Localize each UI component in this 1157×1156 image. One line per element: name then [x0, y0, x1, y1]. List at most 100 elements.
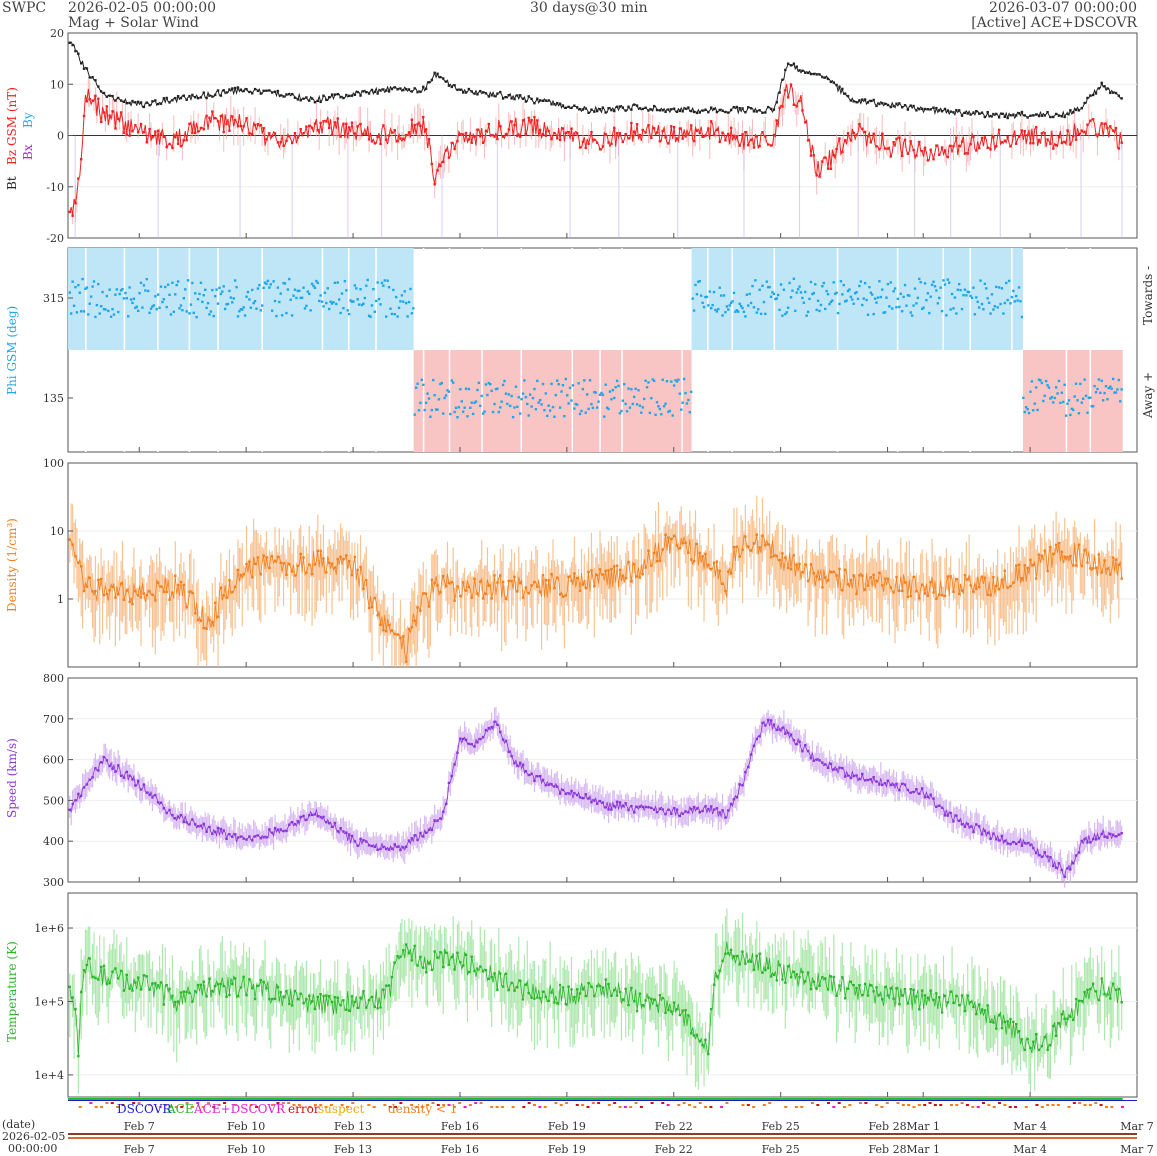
bz-point: [310, 126, 314, 129]
temperature-point: [558, 983, 562, 987]
bt-point: [1032, 114, 1035, 117]
source-label: [Active] ACE+DSCOVR: [971, 15, 1137, 31]
bt-point: [501, 97, 505, 100]
bz-point: [176, 142, 180, 146]
phi-point: [945, 314, 948, 317]
bt-point: [390, 87, 394, 91]
bt-point: [382, 88, 385, 91]
phi-point: [360, 303, 364, 307]
bt-point: [918, 107, 921, 111]
bz-point: [644, 131, 647, 134]
bz-point: [915, 154, 918, 157]
temperature-point: [208, 977, 211, 980]
phi-point: [905, 304, 908, 307]
phi-point: [141, 306, 144, 309]
density-point: [792, 554, 796, 557]
bt-point: [698, 111, 701, 114]
density-point: [473, 577, 476, 581]
density-point: [202, 626, 205, 630]
speed-point: [450, 774, 453, 778]
phi-point: [201, 300, 204, 304]
temperature-point: [407, 952, 411, 955]
phi-point: [131, 301, 134, 305]
speed-point: [154, 793, 157, 797]
bz-point: [906, 152, 910, 155]
phi-point: [337, 298, 341, 301]
density-point: [650, 564, 653, 567]
density-point: [379, 623, 382, 627]
bt-point: [1080, 106, 1083, 110]
phi-point: [1036, 408, 1039, 412]
bt-point: [903, 104, 907, 107]
density-point: [915, 590, 918, 593]
phi-point: [794, 309, 797, 313]
density-point: [467, 585, 471, 589]
phi-point: [805, 314, 808, 317]
speed-point: [766, 718, 770, 722]
temperature-point: [74, 1007, 77, 1011]
speed-point: [174, 817, 177, 820]
phi-point: [496, 387, 499, 390]
bt-point: [926, 108, 930, 111]
bz-point: [690, 124, 693, 127]
bt-point: [533, 101, 536, 105]
phi-point: [340, 292, 344, 295]
bz-point: [122, 131, 126, 134]
phi-point: [788, 281, 791, 285]
phi-point: [721, 314, 724, 317]
bt-point: [1120, 97, 1123, 100]
phi-point: [439, 382, 442, 386]
density-point: [826, 578, 830, 582]
speed-point: [1043, 851, 1046, 854]
phi-point: [624, 402, 627, 406]
density-point: [231, 590, 234, 594]
phi-point: [915, 302, 918, 305]
temperature-point: [156, 984, 160, 987]
bt-point: [678, 109, 682, 113]
bz-point: [365, 133, 368, 136]
phi-point: [1019, 300, 1022, 303]
phi-point: [1076, 399, 1079, 402]
phi-point: [1119, 400, 1122, 403]
phi-point: [1094, 391, 1098, 394]
bt-point: [638, 107, 642, 110]
speed-point: [778, 728, 781, 731]
phi-point: [873, 297, 877, 300]
bz-point: [786, 96, 790, 99]
density-point: [1034, 577, 1038, 580]
speed-point: [553, 785, 556, 788]
density-point: [635, 575, 639, 578]
density-point: [1111, 556, 1115, 559]
phi-point: [842, 283, 845, 287]
density-point: [980, 575, 984, 578]
speed-point: [641, 805, 644, 809]
phi-point: [558, 406, 562, 409]
bz-point: [356, 125, 359, 128]
phi-point: [1042, 399, 1045, 403]
bt-point: [308, 99, 311, 102]
phi-point: [749, 301, 753, 305]
phi-point: [258, 283, 261, 287]
phi-point: [309, 309, 312, 312]
phi-point: [501, 383, 505, 387]
bt-point: [729, 108, 733, 112]
density-point: [1032, 563, 1035, 567]
phi-point: [219, 292, 223, 296]
bt-point: [977, 112, 981, 115]
density-point: [690, 558, 693, 561]
speed-point: [461, 737, 465, 741]
phi-point: [866, 313, 870, 317]
bz-point: [832, 154, 835, 157]
phi-point: [263, 281, 267, 284]
phi-point: [875, 301, 878, 304]
speed-point: [399, 848, 402, 852]
bz-point: [821, 160, 824, 163]
density-point: [755, 533, 758, 536]
phi-point: [293, 288, 297, 291]
bz-point: [216, 120, 220, 123]
density-point: [479, 580, 482, 583]
speed-point: [1015, 842, 1018, 846]
temperature-point: [353, 1000, 357, 1004]
density-point: [501, 580, 505, 584]
phi-point: [568, 386, 572, 390]
